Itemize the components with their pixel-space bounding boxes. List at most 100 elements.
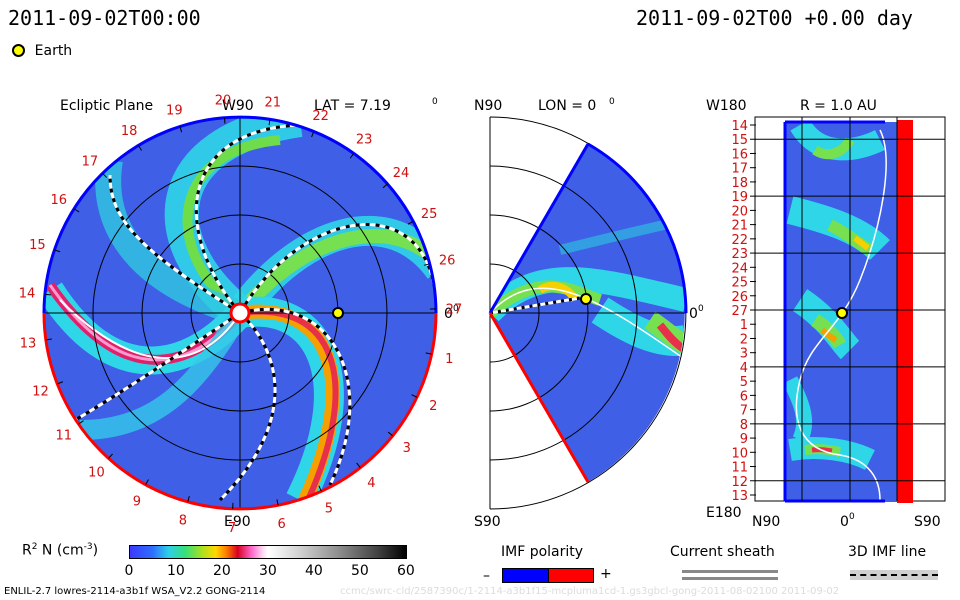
- carrington-tick-mark: [411, 394, 418, 398]
- carrington-tick-mark: [73, 208, 80, 213]
- radial-row-label: 13: [731, 489, 748, 504]
- carrington-tick-mark: [45, 338, 52, 341]
- radial-row-label: 14: [731, 119, 748, 134]
- carrington-tick-label: 6: [277, 517, 285, 532]
- carrington-tick-mark: [44, 293, 51, 296]
- ecliptic-panel: Ecliptic Plane W90 E90 LAT = 7.19 0 0 0 …: [19, 94, 463, 536]
- colorbar-label: R2 N (cm-3): [22, 542, 98, 559]
- carrington-tick-mark: [54, 249, 61, 253]
- carrington-tick-label: 16: [50, 193, 67, 208]
- meridional-lon-label: LON = 0: [538, 98, 596, 114]
- radial-row-label: 16: [731, 147, 748, 162]
- carrington-tick-mark: [57, 381, 64, 385]
- meridional-right-degree: 0: [698, 304, 704, 314]
- figure-canvas: Ecliptic Plane W90 E90 LAT = 7.19 0 0 0 …: [19, 94, 946, 536]
- carrington-tick-mark: [387, 431, 394, 437]
- carrington-tick-label: 13: [20, 336, 37, 351]
- radial-row-label: 4: [740, 361, 748, 376]
- radial-bottom-n90: N90: [752, 514, 780, 530]
- carrington-tick-label: 4: [367, 476, 375, 491]
- colorbar-tick-label: 0: [124, 563, 134, 579]
- carrington-tick-mark: [108, 453, 113, 459]
- meridional-bottom-label: S90: [474, 514, 501, 530]
- colorbar-label-r: R: [22, 542, 32, 559]
- radial-row-label: 12: [731, 475, 748, 490]
- ecliptic-top-label: W90: [222, 98, 254, 114]
- radial-row-label: 7: [740, 404, 748, 419]
- radial-row-label: 11: [731, 461, 748, 476]
- radial-bottom-degree: 0: [849, 512, 855, 522]
- colorbar-tick-label: 10: [167, 563, 185, 579]
- radial-row-label: 25: [731, 276, 748, 291]
- meridional-edge-red: [488, 312, 590, 483]
- carrington-tick-mark: [145, 479, 149, 486]
- carrington-tick-label: 12: [32, 384, 49, 399]
- radial-row-label: 10: [731, 446, 748, 461]
- radial-row-label: 3: [740, 347, 748, 362]
- carrington-tick-label: 26: [439, 253, 456, 268]
- carrington-tick-label: 15: [29, 238, 46, 253]
- radial-row-label: 26: [731, 290, 748, 305]
- carrington-tick-label: 22: [312, 109, 329, 124]
- carrington-tick-label: 20: [215, 94, 232, 109]
- radial-row-label: 9: [740, 432, 748, 447]
- radial-row-label: 18: [731, 176, 748, 191]
- colorbar-tick-label: 40: [305, 563, 323, 579]
- colorbar-label-rest: N (cm: [37, 542, 84, 559]
- colorbar-tick-label: 20: [213, 563, 231, 579]
- radial-row-label: 5: [740, 375, 748, 390]
- carrington-tick-label: 21: [264, 96, 281, 111]
- ecliptic-lat-label: LAT = 7.19: [314, 98, 391, 114]
- carrington-tick-label: 11: [55, 428, 72, 443]
- earth-legend-label: Earth: [34, 43, 73, 59]
- colorbar-tick-label: 30: [259, 563, 277, 579]
- radial-bottom-left-label: E180: [706, 505, 742, 521]
- colorbar: [129, 545, 407, 559]
- radial-top-left-label: W180: [706, 98, 747, 114]
- imf-polarity-plus: +: [600, 566, 612, 582]
- earth-legend: Earth: [12, 40, 72, 59]
- radial-row-label: 2: [740, 332, 748, 347]
- imf-polarity-minus: –: [483, 568, 490, 584]
- carrington-tick-label: 19: [166, 103, 183, 118]
- carrington-tick-label: 9: [133, 495, 141, 510]
- earth-icon-meridional: [580, 293, 592, 305]
- right-timestamp: 2011-09-02T00 +0.00 day: [636, 6, 913, 30]
- carrington-tick-mark: [318, 485, 322, 492]
- carrington-tick-mark: [102, 172, 108, 178]
- carrington-tick-label: 17: [82, 154, 99, 169]
- imf-polarity-negative-swatch: [502, 568, 550, 583]
- carrington-ticks: 20 21222324252627123456789101112131415161…: [19, 94, 463, 536]
- ecliptic-rim-red: [42, 312, 438, 511]
- radial-row-label: 24: [731, 261, 748, 276]
- colorbar-label-close: ): [92, 542, 99, 559]
- run-id-watermark: ccmc/swrc-cld/2587390c/1-2114-a3b1f15-mc…: [340, 586, 840, 597]
- sun-icon: [229, 302, 251, 324]
- carrington-tick-mark: [425, 352, 432, 355]
- ecliptic-bottom-label: E90: [224, 514, 251, 530]
- carrington-tick-mark: [268, 119, 271, 126]
- ecliptic-right-label: 0: [444, 306, 453, 322]
- colorbar-tick-label: 50: [351, 563, 369, 579]
- earth-marker-icon: [12, 44, 25, 57]
- radial-gridlines: [755, 138, 945, 482]
- current-sheath-label: Current sheath: [670, 544, 775, 560]
- radial-row-label: 19: [731, 190, 748, 205]
- carrington-tick-label: 24: [393, 166, 410, 181]
- current-sheath-swatch-top: [682, 570, 778, 573]
- carrington-tick-label: 7: [228, 521, 236, 536]
- earth-icon-radial: [836, 307, 848, 319]
- radial-row-label: 6: [740, 389, 748, 404]
- radial-row-label: 8: [740, 418, 748, 433]
- carrington-tick-label: 27: [446, 303, 463, 318]
- radial-row-label: 20: [731, 204, 748, 219]
- carrington-tick-mark: [349, 153, 355, 159]
- carrington-tick-label: 25: [421, 207, 438, 222]
- radial-row-label: 27: [731, 304, 748, 319]
- radial-bottom-zero: 0: [840, 514, 849, 530]
- carrington-tick-label: 2: [429, 399, 437, 414]
- imf-line-swatch: [850, 574, 938, 576]
- imf-polarity-label: IMF polarity: [501, 544, 584, 560]
- carrington-tick-mark: [138, 145, 142, 151]
- radial-bottom-s90: S90: [914, 514, 941, 530]
